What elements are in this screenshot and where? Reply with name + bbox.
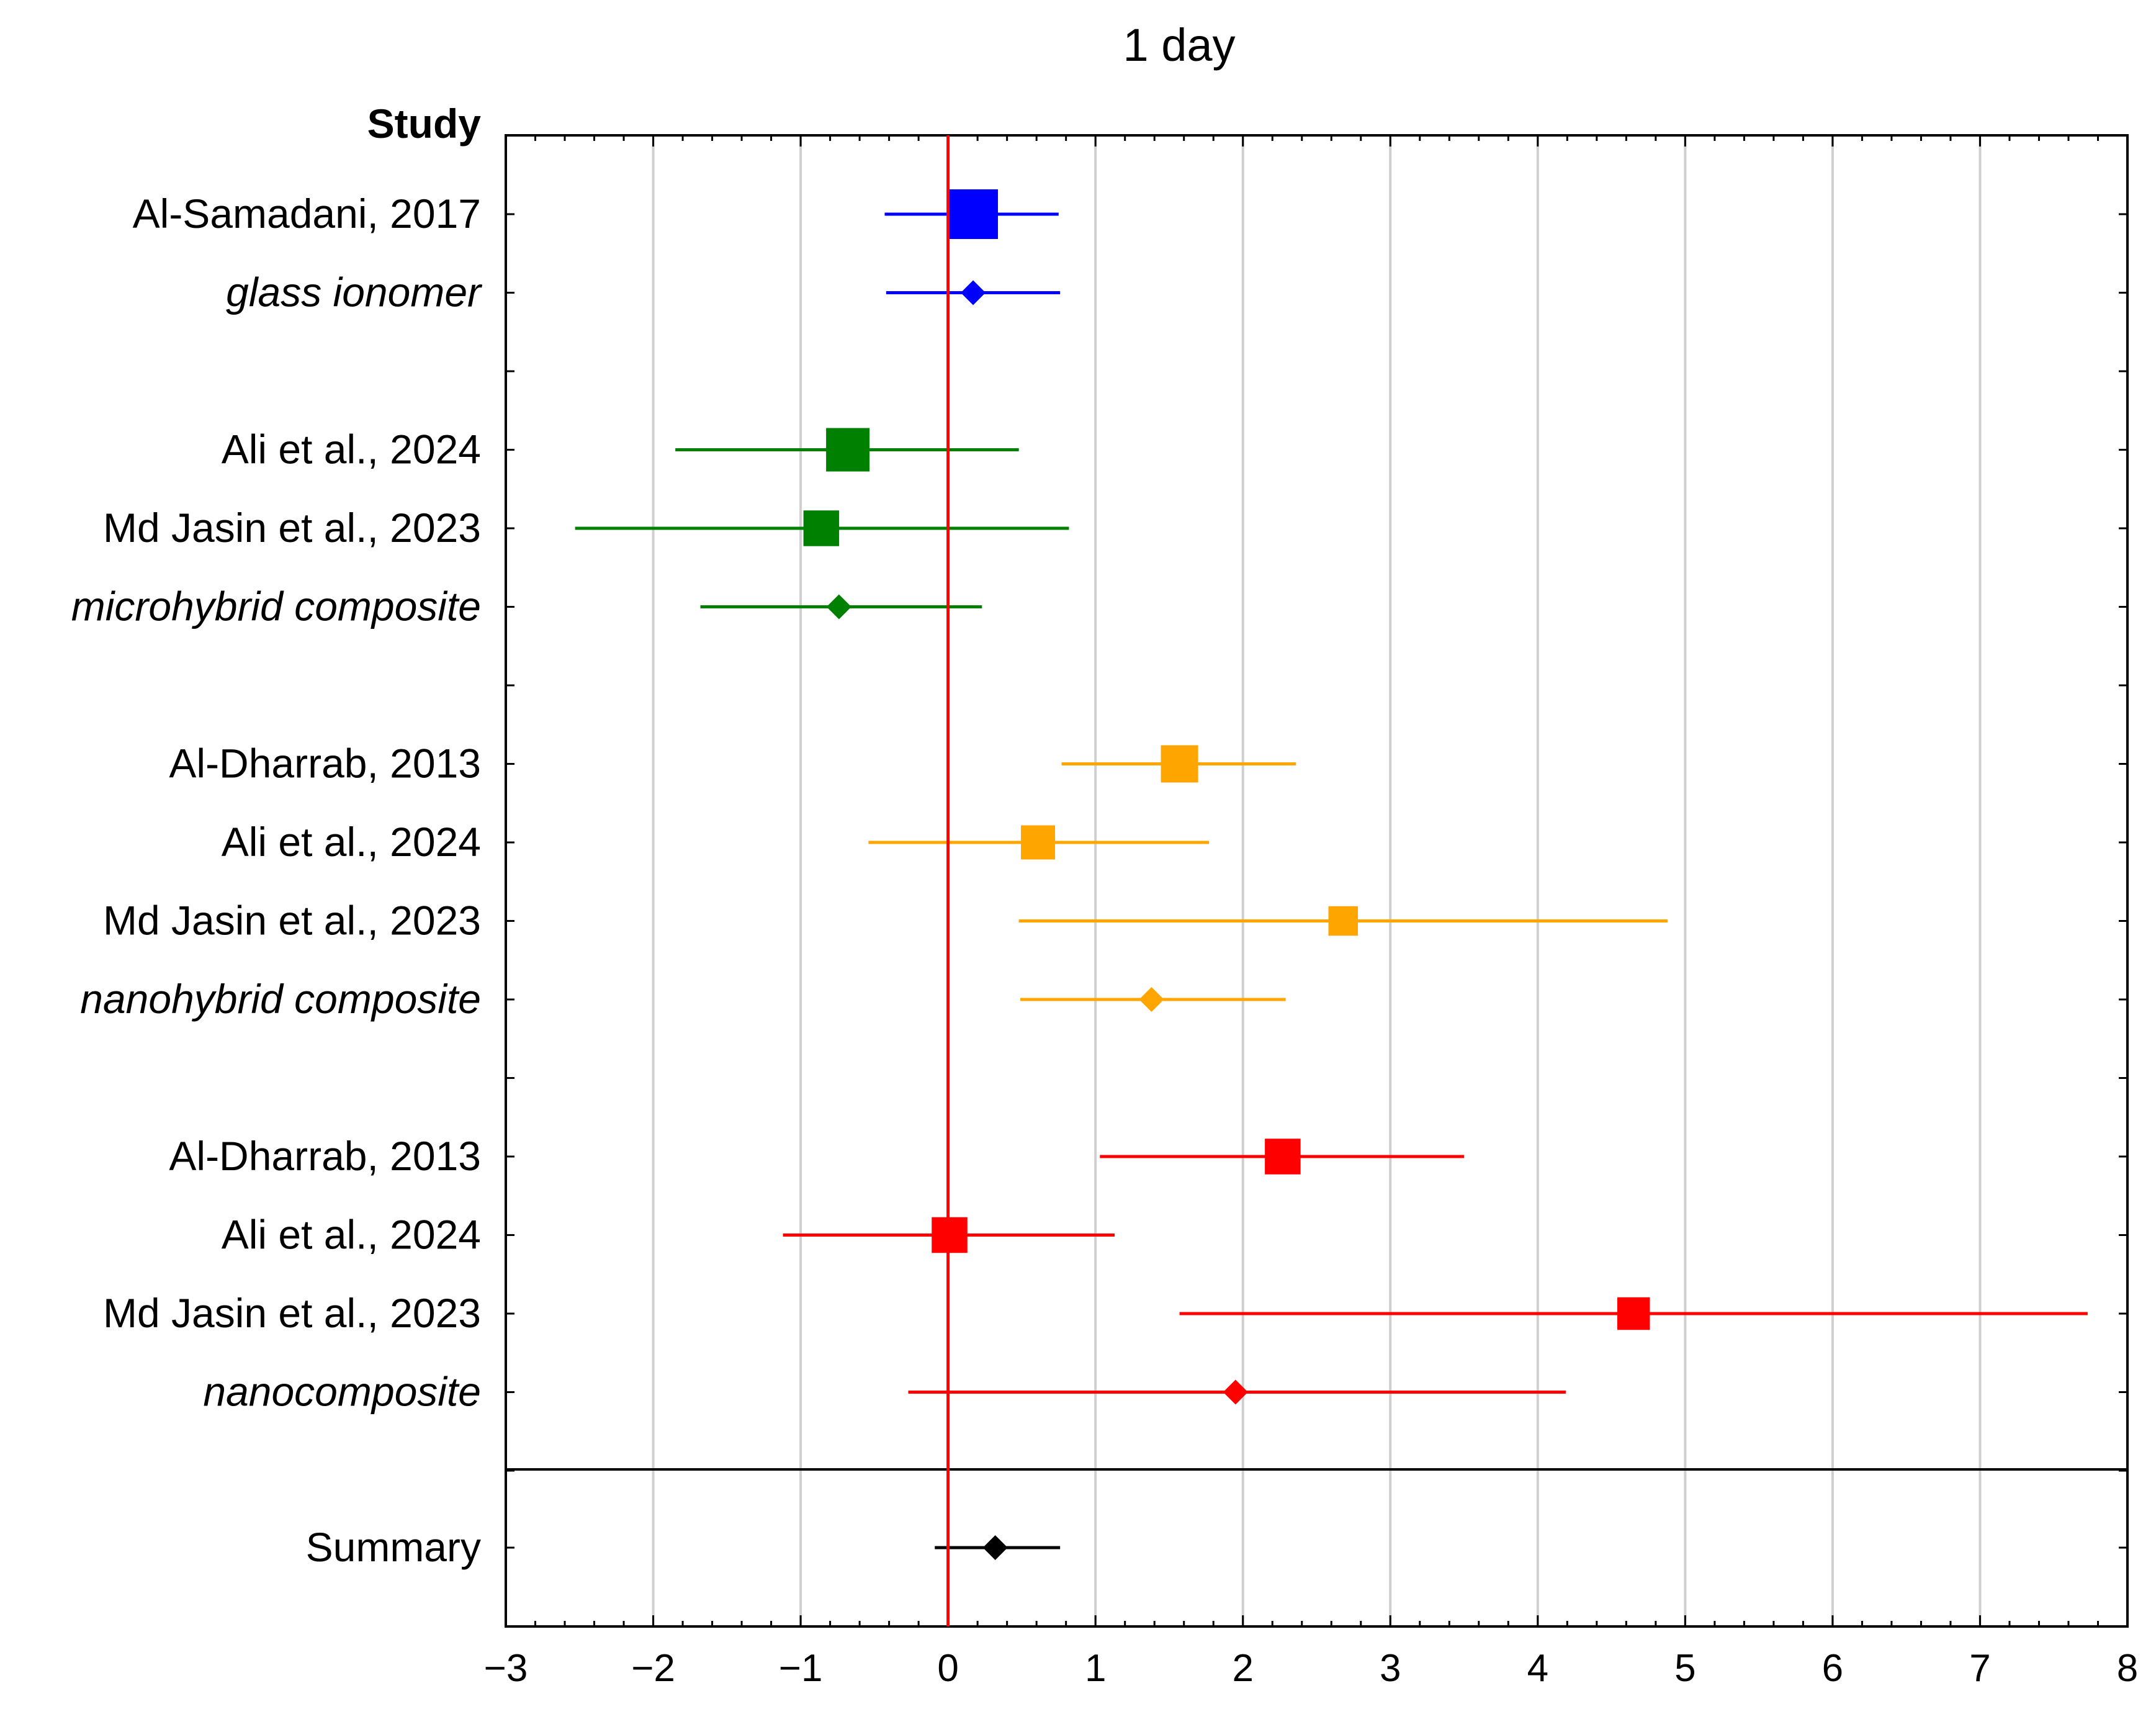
- study-label: Ali et al., 2024: [222, 1212, 481, 1258]
- subgroup-diamond: [1223, 1379, 1248, 1405]
- x-tick-label: −1: [779, 1647, 823, 1690]
- confidence-intervals: [575, 189, 2088, 1560]
- column-header-study: Study: [367, 101, 482, 147]
- study-point-estimate: [1617, 1297, 1650, 1330]
- study-point-estimate: [1021, 825, 1056, 860]
- study-label: Al-Dharrab, 2013: [169, 741, 481, 787]
- axes: [505, 134, 2129, 1628]
- study-label: Md Jasin et al., 2023: [103, 1290, 481, 1336]
- study-label: Al-Dharrab, 2013: [169, 1133, 481, 1179]
- x-tick-label: 8: [2117, 1647, 2138, 1690]
- subgroup-diamond: [826, 594, 851, 620]
- x-tick-labels: −3 −2 −1 0 1 2 3 4 5 6 7 8: [484, 1647, 2139, 1690]
- grid-lines: [652, 135, 1982, 1626]
- study-point-estimate: [1328, 906, 1359, 936]
- x-tick-label: 0: [937, 1647, 958, 1690]
- subgroup-label: nanocomposite: [203, 1369, 481, 1415]
- x-tick-label: 5: [1674, 1647, 1696, 1690]
- x-tick-label: 7: [1969, 1647, 1990, 1690]
- study-label: Ali et al., 2024: [222, 426, 481, 472]
- plot-frame: [505, 134, 2129, 1628]
- x-tick-label: 1: [1085, 1647, 1106, 1690]
- subgroup-diamond: [1139, 987, 1164, 1012]
- subgroup-label: glass ionomer: [226, 269, 483, 315]
- subgroup-label: nanohybrid composite: [80, 976, 481, 1022]
- summary-label: Summary: [306, 1524, 481, 1570]
- x-tick-label: −3: [484, 1647, 528, 1690]
- summary-diamond: [982, 1535, 1008, 1560]
- study-label: Md Jasin et al., 2023: [103, 898, 481, 944]
- study-label: Al-Samadani, 2017: [133, 191, 481, 237]
- subgroup-diamond: [961, 280, 986, 305]
- study-point-estimate: [803, 510, 840, 546]
- study-point-estimate: [948, 189, 999, 239]
- subgroup-label: microhybrid composite: [71, 584, 481, 629]
- x-tick-label: 3: [1380, 1647, 1401, 1690]
- row-labels: Al-Samadani, 2017 glass ionomer Ali et al.…: [71, 191, 483, 1570]
- x-tick-label: −2: [631, 1647, 675, 1690]
- study-point-estimate: [1161, 745, 1198, 783]
- chart-title: 1 day: [1123, 19, 1235, 71]
- study-label: Md Jasin et al., 2023: [103, 505, 481, 551]
- study-point-estimate: [1265, 1139, 1301, 1175]
- study-label: Ali et al., 2024: [222, 819, 481, 865]
- study-point-estimate: [826, 428, 870, 472]
- x-tick-label: 4: [1527, 1647, 1548, 1690]
- x-tick-label: 2: [1232, 1647, 1253, 1690]
- x-tick-label: 6: [1822, 1647, 1843, 1690]
